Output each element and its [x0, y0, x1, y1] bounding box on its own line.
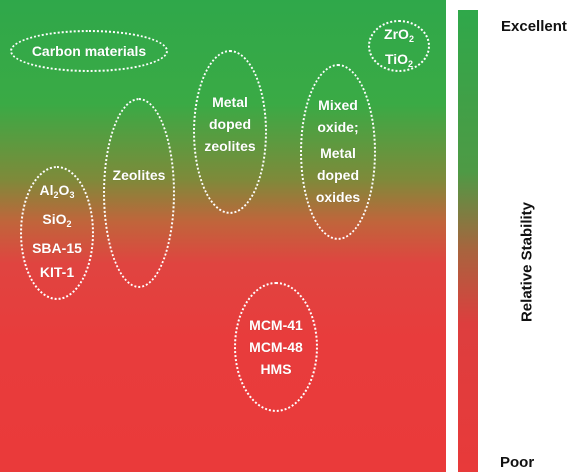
zeolites-outline [103, 98, 175, 288]
mcm-hms-label: MCM-41 MCM-48 HMS [234, 314, 318, 380]
mo-line-5: oxides [315, 189, 361, 205]
metal-doped-zeolites-outline [193, 50, 267, 214]
zro2-subscript: 2 [408, 34, 414, 44]
mixed-oxides-label: Mixed oxide; Metal doped oxides [300, 94, 376, 208]
tio2-subscript: 2 [408, 59, 414, 69]
sio2-subscript: 2 [66, 219, 72, 229]
mo-line-4: doped [317, 167, 359, 183]
al2o3-sub-3: 3 [69, 190, 75, 200]
scale-top-label: Excellent [501, 18, 567, 35]
scale-axis-label: Relative Stability [518, 201, 536, 323]
al2o3-o: O [58, 182, 70, 198]
stability-scale-bar [458, 10, 478, 472]
scale-bottom-label: Poor [500, 454, 535, 471]
tio2-text: TiO [384, 51, 409, 67]
carbon-materials-outline [10, 30, 168, 72]
mixed-oxides-outline [300, 64, 376, 240]
mo-line-2: oxide; [317, 119, 359, 135]
mcm-hms-outline [234, 282, 318, 412]
carbon-materials-label: Carbon materials [10, 40, 168, 62]
zeolites-line-1: Zeolites [112, 167, 166, 183]
al2o3-al: Al [39, 182, 54, 198]
zro2-tio2-label: ZrO2 TiO2 [368, 24, 430, 74]
mdz-line-2: doped [209, 116, 251, 132]
metal-doped-zeolites-label: Metal doped zeolites [193, 91, 267, 157]
silica-alumina-label: Al2O3 SiO2 SBA-15 KIT-1 [20, 178, 94, 284]
zeolites-label: Zeolites [103, 164, 175, 186]
hms-text: HMS [260, 361, 292, 377]
al2o3-sub-2: 2 [53, 190, 59, 200]
sba15-text: SBA-15 [32, 240, 82, 256]
sio2-text: SiO [42, 211, 67, 227]
mcm41-text: MCM-41 [249, 317, 303, 333]
carbon-line-1: Carbon materials [31, 43, 147, 59]
mo-line-3: Metal [320, 145, 356, 161]
mcm48-text: MCM-48 [249, 339, 303, 355]
zro2-text: ZrO [384, 26, 409, 42]
zro2-tio2-outline [368, 20, 430, 72]
mo-line-1: Mixed [318, 97, 358, 113]
mdz-line-3: zeolites [204, 138, 256, 154]
mdz-line-1: Metal [212, 94, 248, 110]
silica-alumina-outline [20, 166, 94, 300]
kit1-text: KIT-1 [39, 264, 75, 280]
